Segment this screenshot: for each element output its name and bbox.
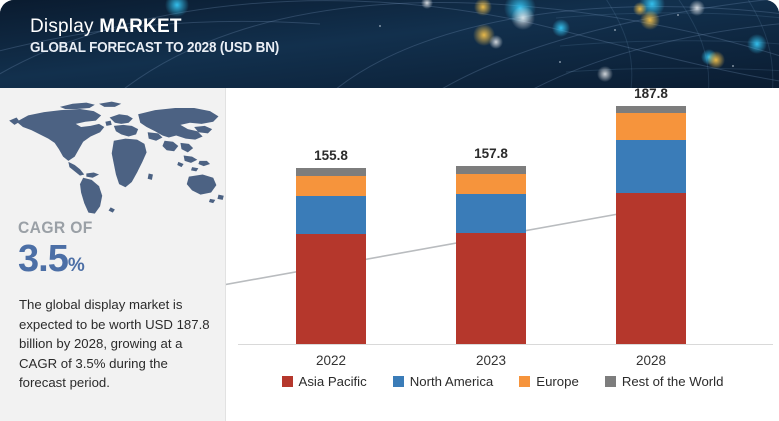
page-title: Display MARKET (30, 16, 298, 38)
cagr-percent-sign: % (67, 255, 85, 276)
bar-segment-europe[interactable] (296, 176, 366, 196)
header-text-block: Display MARKET GLOBAL FORECAST TO 2028 (… (30, 16, 298, 58)
x-axis-label-2022: 2022 (315, 353, 347, 368)
x-axis-label-2023: 2023 (475, 353, 507, 368)
page-title-emphasis: MARKET (99, 16, 182, 37)
bar-segment-rest-of-the-world[interactable] (616, 106, 686, 113)
bar-column-2028[interactable]: 187.8 2028 (616, 88, 686, 368)
cagr-value: 3.5% (18, 239, 99, 287)
bar-segment-rest-of-the-world[interactable] (296, 168, 366, 176)
legend-label: North America (409, 374, 494, 389)
content-area: CAGR OF 3.5% The global display market i… (0, 88, 779, 421)
summary-description: The global display market is expected to… (19, 297, 210, 390)
legend-item[interactable]: Europe (519, 374, 579, 389)
panel-divider (225, 88, 226, 421)
bar-total-label: 157.8 (474, 146, 508, 161)
bar-column-2023[interactable]: 157.8 2023 (456, 146, 526, 368)
summary-panel: CAGR OF 3.5% The global display market i… (0, 88, 225, 421)
legend-swatch-icon (392, 376, 404, 387)
legend-item[interactable]: North America (392, 374, 494, 389)
legend-swatch-icon (519, 376, 531, 387)
bar-segment-north-america[interactable] (616, 140, 686, 193)
bar-segment-north-america[interactable] (456, 194, 526, 233)
legend-label: Rest of the World (621, 374, 724, 389)
legend-swatch-icon (281, 376, 293, 387)
x-axis-label-2028: 2028 (635, 353, 667, 368)
header-decorative-network (0, 0, 779, 88)
cagr-block: CAGR OF 3.5% (18, 218, 99, 287)
bar-segment-asia-pacific[interactable] (616, 193, 686, 344)
bar-column-2022[interactable]: 155.8 2022 (296, 148, 366, 368)
legend-label: Asia Pacific (298, 374, 367, 389)
bar-total-label: 187.8 (634, 88, 668, 101)
bar-segment-north-america[interactable] (296, 196, 366, 234)
legend-item[interactable]: Asia Pacific (281, 374, 367, 389)
chart-legend: Asia Pacific North America Europe Rest of t… (226, 374, 779, 389)
world-map-icon (9, 101, 224, 214)
page-title-plain: Display (30, 16, 100, 37)
legend-item[interactable]: Rest of the World (604, 374, 724, 389)
bar-segment-asia-pacific[interactable] (456, 233, 526, 344)
bar-segment-asia-pacific[interactable] (296, 234, 366, 344)
cagr-caption: CAGR OF (18, 218, 93, 237)
legend-label: Europe (536, 374, 579, 389)
header-banner: Display MARKET GLOBAL FORECAST TO 2028 (… (0, 0, 779, 88)
bar-segment-rest-of-the-world[interactable] (456, 166, 526, 174)
cagr-number: 3.5 (18, 238, 69, 280)
legend-swatch-icon (604, 376, 616, 387)
chart-baseline (238, 344, 773, 345)
bar-segment-europe[interactable] (456, 174, 526, 194)
bar-total-label: 155.8 (314, 148, 348, 163)
bar-segment-europe[interactable] (616, 113, 686, 140)
page-subtitle: GLOBAL FORECAST TO 2028 (USD BN) (30, 40, 280, 56)
